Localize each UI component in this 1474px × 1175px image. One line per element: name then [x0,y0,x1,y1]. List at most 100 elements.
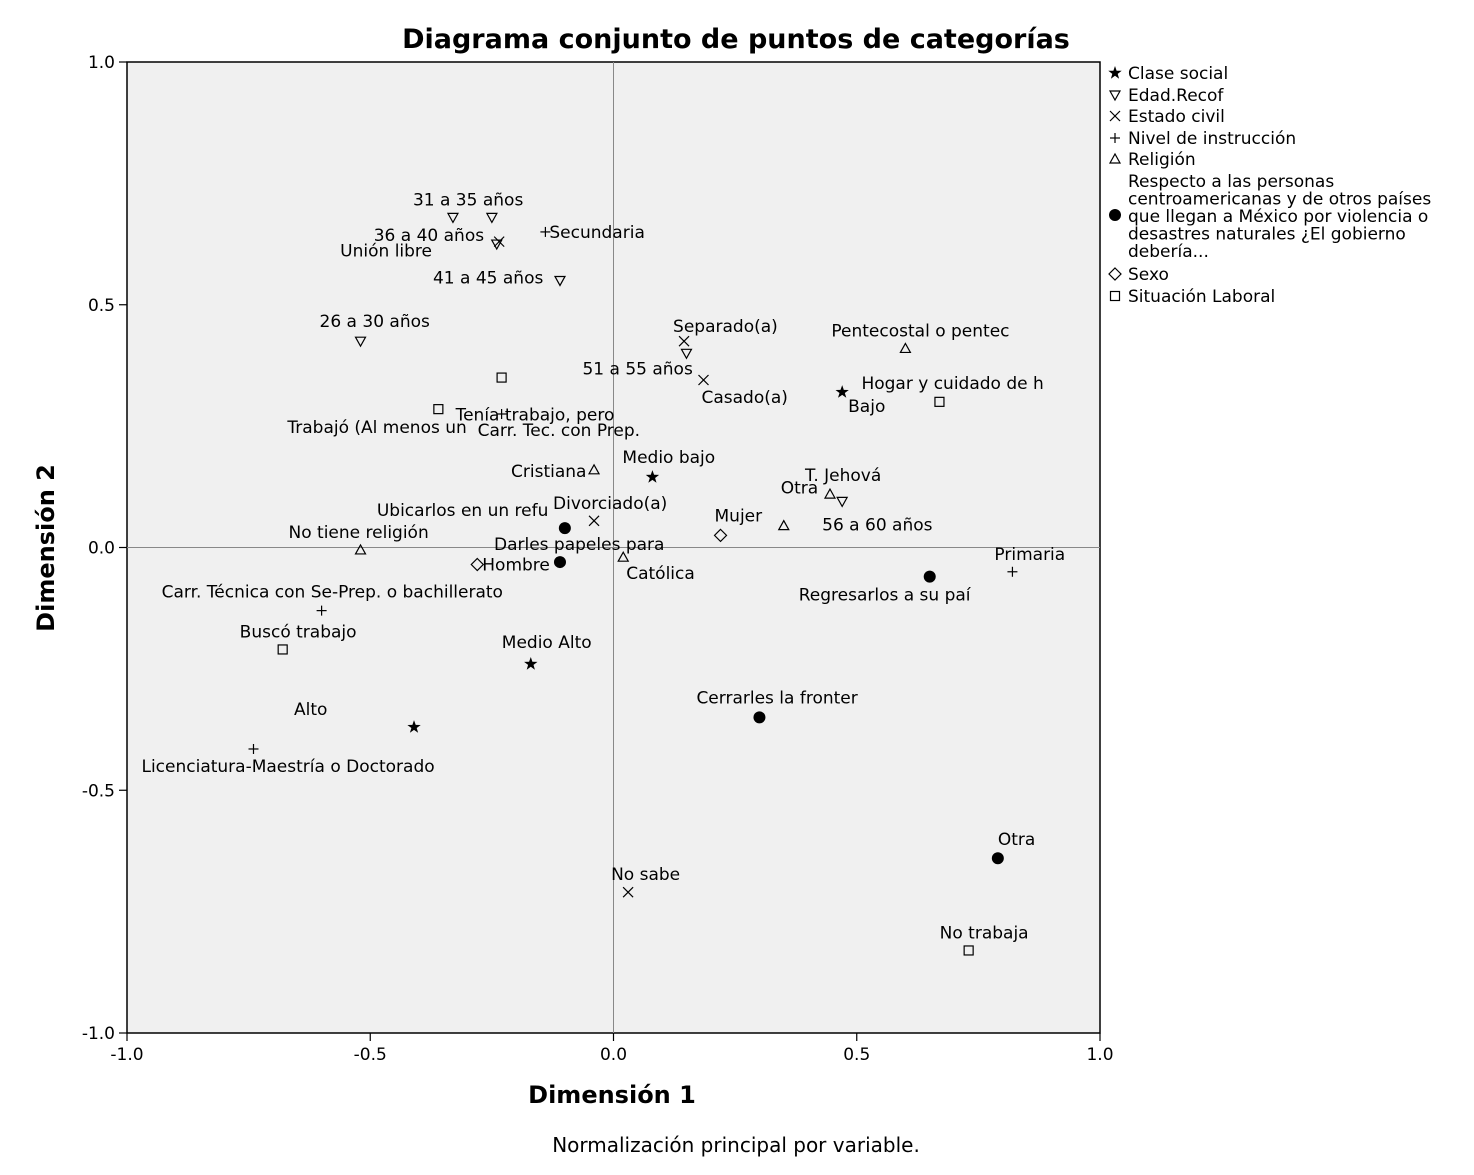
point-plus [1007,566,1018,577]
legend-label: Clase social [1128,64,1228,84]
point-square [277,644,288,655]
legend-label: Nivel de instrucción [1128,129,1296,149]
point-label: 31 a 35 años [413,190,523,210]
point-label: Regresarlos a su paí [799,586,972,606]
point-triangle-down [490,239,503,251]
legend-item: Sexo [1108,265,1169,285]
y-tick-label: 0.0 [88,539,115,559]
point-label: Trabajó (Al menos un [286,418,466,438]
point-label: Carr. Tec. con Prep. [478,421,640,441]
point-x [678,335,690,347]
point-triangle-down [680,348,693,360]
point-triangle-up [823,487,837,499]
point-label: Divorciado(a) [553,494,667,514]
point-label: Darles papeles para [494,535,664,555]
point-label: T. Jehová [804,466,881,486]
point-label: Cristiana [511,462,586,482]
x-tick-label: 0.0 [600,1045,627,1065]
point-label: Separado(a) [673,317,778,337]
point-x [493,236,505,248]
legend-label: Estado civil [1128,107,1225,127]
point-label: Mujer [715,506,763,526]
point-label: No sabe [611,865,680,885]
point-label: Otra [998,830,1035,850]
legend-marker-triangle-up [1108,152,1122,164]
x-tick-label: 1.0 [1086,1045,1113,1065]
point-label: Primaria [994,545,1065,565]
legend-label: Edad.Recof [1128,86,1224,106]
point-plus [496,408,507,419]
point-diamond [470,557,485,572]
y-axis-title: Dimensión 2 [32,464,60,632]
normalization-note: Normalización principal por variable. [552,1133,920,1157]
point-plus [316,605,327,616]
point-star [645,470,660,483]
legend-label: Respecto a las personas centroamericanas … [1128,172,1431,262]
x-tick-label: -0.5 [354,1045,387,1065]
x-tick-label: 0.5 [843,1045,870,1065]
x-tick-label: -1.0 [110,1045,143,1065]
point-labels: Medio bajo Bajo Medio Alto Alto 31 a 35 años… [141,190,1065,943]
point-square [963,945,974,956]
point-x [588,515,600,527]
point-label: Medio Alto [502,633,592,653]
point-circle [553,556,566,569]
point-triangle-up [899,342,912,354]
point-triangle-down [553,275,567,287]
point-triangle-up [354,543,367,555]
data-points [248,212,1018,956]
point-label: Otra [781,479,818,499]
x-axis-title: Dimensión 1 [528,1081,696,1109]
point-square [496,372,507,383]
point-square [934,396,945,407]
y-tick-label: -0.5 [82,781,115,801]
legend-item: Situación Laboral [1109,287,1275,307]
legend-marker-triangle-down [1108,90,1122,102]
point-label: Unión libre [340,242,432,262]
point-label: Alto [294,700,327,720]
point-x [698,374,709,386]
point-label: Casado(a) [702,388,788,408]
chart-title: Diagrama conjunto de puntos de categoría… [402,24,1070,55]
point-star [407,720,421,733]
point-label: Medio bajo [622,448,715,468]
legend-item: Nivel de instrucción [1110,129,1296,149]
point-label: 41 a 45 años [433,268,543,288]
legend-marker-star [1108,66,1122,79]
legend-label: Sexo [1128,265,1169,285]
legend-marker-circle [1109,209,1121,221]
point-label: Licenciatura-Maestría o Doctorado [141,757,434,777]
reference-lines [127,62,1100,1033]
point-plus [248,743,259,754]
point-label: Ubicarlos en un refu [377,501,549,521]
legend-item: Edad.Recof [1108,86,1224,106]
point-label: Pentecostal o pentec [831,321,1009,341]
point-label: Secundaria [549,223,644,243]
point-square [433,404,444,415]
y-tick-label: 1.0 [88,53,115,73]
point-label: Carr. Técnica con Se-Prep. o bachillerat… [162,583,503,603]
point-triangle-down [485,212,498,224]
legend-item: Religión [1108,150,1196,170]
point-label: Tenía trabajo, pero [455,406,615,426]
point-x [622,886,634,898]
legend-item: Clase social [1108,64,1228,84]
legend-item: Estado civil [1109,107,1225,127]
y-tick-label: -1.0 [82,1024,115,1044]
point-triangle-up [588,463,601,475]
point-label: 36 a 40 años [374,226,484,246]
axis-ticks: -1.0 -0.5 0.0 0.5 1.0 1.0 0.5 0.0 -0.5 -1.0 [82,53,1114,1065]
point-label: 51 a 55 años [582,359,692,379]
legend-label: Religión [1128,150,1196,170]
point-label: Cerrarles la fronter [696,688,857,708]
legend-item: Respecto a las personas centroamericanas … [1109,172,1431,262]
legend-marker-plus [1110,133,1120,143]
point-label: Buscó trabajo [240,622,357,642]
point-triangle-down [354,336,367,348]
point-circle [753,711,766,724]
point-circle [991,852,1004,865]
point-triangle-down [446,212,459,224]
point-label: Bajo [848,397,885,417]
